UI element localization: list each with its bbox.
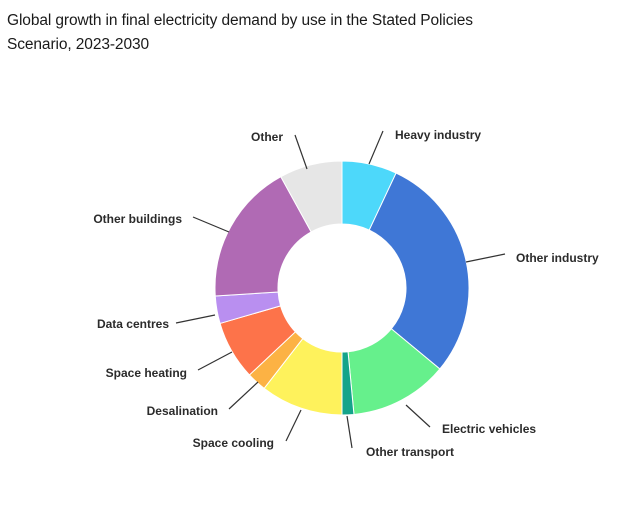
chart-title-line1: Global growth in final electricity deman… [7, 12, 473, 29]
leader-line-heavy-industry [368, 130, 384, 165]
leader-line-desalination [228, 381, 259, 410]
leader-line-electric-vehicles [405, 404, 431, 428]
chart-title: Global growth in final electricity deman… [7, 9, 607, 57]
leader-line-other-transport [346, 415, 353, 449]
label-other-buildings: Other buildings [93, 212, 182, 226]
label-space-heating: Space heating [106, 366, 187, 380]
leader-line-other-industry [465, 253, 506, 263]
label-desalination: Desalination [147, 404, 218, 418]
leader-line-space-heating [197, 351, 233, 371]
label-space-cooling: Space cooling [193, 436, 274, 450]
slice-other [280, 160, 343, 233]
slice-other-buildings [214, 176, 312, 297]
slice-other-industry [368, 172, 470, 370]
label-electric-vehicles: Electric vehicles [442, 422, 536, 436]
leader-line-other-buildings [192, 216, 230, 233]
label-other-industry: Other industry [516, 251, 599, 265]
label-other: Other [251, 130, 283, 144]
label-data-centres: Data centres [97, 317, 169, 331]
label-other-transport: Other transport [366, 445, 454, 459]
chart-title-line2: Scenario, 2023-2030 [7, 36, 150, 53]
leader-line-space-cooling [285, 409, 302, 442]
leader-line-data-centres [175, 314, 216, 324]
label-heavy-industry: Heavy industry [395, 128, 481, 142]
leader-line-other [294, 134, 308, 170]
